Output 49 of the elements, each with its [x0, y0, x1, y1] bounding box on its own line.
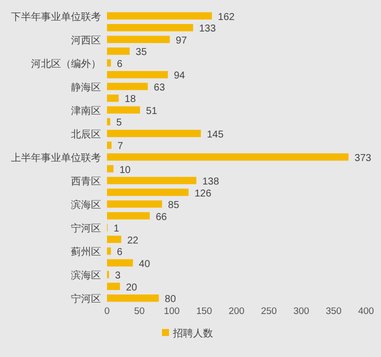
legend-label: 招聘人数 — [172, 328, 213, 340]
y-tick-label: 上半年事业单位联考 — [11, 152, 101, 164]
data-label: 51 — [146, 106, 158, 117]
x-tick-label: 250 — [260, 306, 277, 317]
data-label: 94 — [174, 70, 186, 82]
y-tick-label: 宁河区 — [71, 222, 101, 235]
data-label: 40 — [138, 258, 150, 270]
y-tick-label: 北辰区 — [71, 128, 101, 140]
x-tick-label: 200 — [228, 306, 244, 317]
x-tick-label: 150 — [196, 306, 212, 317]
legend: 招聘人数 — [162, 328, 213, 340]
y-tick-label: 下半年事业单位联考 — [11, 10, 101, 23]
y-tick-label: 河北区（编外） — [31, 58, 101, 70]
data-label: 7 — [118, 141, 124, 152]
x-tick-label: 50 — [134, 306, 145, 317]
data-label: 6 — [116, 247, 123, 258]
data-label: 80 — [164, 294, 176, 306]
x-tick-label: 0 — [104, 306, 110, 317]
data-label: 3 — [114, 270, 121, 282]
data-label: 85 — [168, 200, 180, 212]
x-tick-label: 400 — [358, 306, 374, 317]
y-tick-label: 蓟州区 — [71, 246, 101, 258]
data-label: 97 — [176, 35, 188, 46]
y-tick-label: 静海区 — [71, 81, 101, 94]
x-tick-label: 100 — [164, 306, 180, 317]
data-label: 373 — [354, 153, 372, 164]
data-label: 126 — [194, 188, 212, 200]
data-label: 1 — [114, 224, 120, 235]
y-tick-label: 津南区 — [71, 104, 101, 117]
data-label: 35 — [136, 47, 148, 58]
y-tick-label: 宁河区 — [71, 293, 101, 306]
data-label: 6 — [116, 58, 123, 70]
data-label: 145 — [206, 129, 224, 140]
data-label: 63 — [154, 82, 166, 94]
x-tick-label: 350 — [326, 306, 342, 317]
y-tick-label: 河西区 — [71, 34, 101, 46]
y-tick-label: 滨海区 — [71, 199, 101, 212]
data-label: 20 — [126, 282, 138, 294]
x-tick-label: 300 — [293, 306, 310, 317]
data-label: 133 — [199, 24, 216, 35]
data-label: 162 — [218, 12, 236, 23]
data-label: 138 — [202, 176, 220, 188]
data-label: 5 — [116, 118, 122, 129]
data-label: 22 — [127, 235, 139, 246]
data-label: 10 — [119, 164, 132, 176]
y-tick-label: 西青区 — [71, 176, 101, 188]
data-label: 18 — [124, 94, 136, 106]
y-tick-label: 滨海区 — [71, 270, 101, 282]
data-label: 66 — [156, 212, 168, 223]
